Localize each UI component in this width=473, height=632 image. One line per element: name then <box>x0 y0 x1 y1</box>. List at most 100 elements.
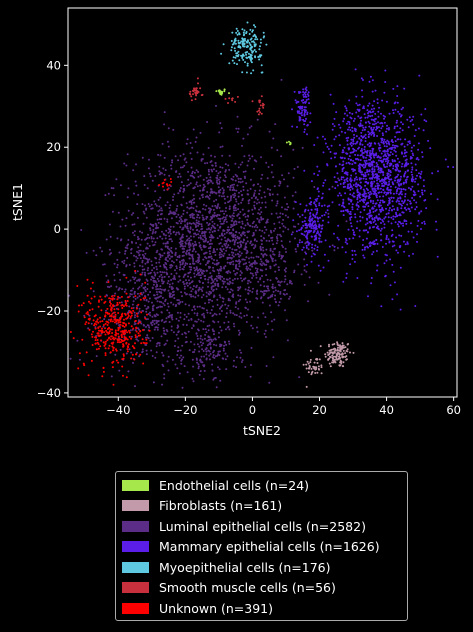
data-point <box>193 312 196 315</box>
data-point <box>165 266 167 269</box>
data-point <box>362 152 365 154</box>
data-point <box>136 292 139 295</box>
data-point <box>148 326 151 329</box>
data-point <box>351 249 354 252</box>
data-point <box>216 298 219 301</box>
data-point <box>173 275 176 277</box>
data-point <box>246 240 249 243</box>
data-point <box>372 147 375 150</box>
data-point <box>358 177 361 180</box>
data-point <box>231 279 234 282</box>
data-point <box>127 311 130 314</box>
data-point <box>194 269 196 272</box>
data-point <box>366 143 369 146</box>
data-point <box>284 260 287 263</box>
data-point <box>303 120 306 123</box>
data-point <box>269 188 272 191</box>
data-point <box>174 251 177 254</box>
data-point <box>90 322 93 325</box>
data-point <box>124 299 127 302</box>
data-point <box>380 152 383 155</box>
data-point <box>310 367 313 370</box>
data-point <box>130 312 133 315</box>
data-point <box>223 243 226 246</box>
data-point <box>396 157 399 160</box>
data-point <box>197 175 200 178</box>
data-point <box>228 228 231 231</box>
data-point <box>414 305 417 307</box>
data-point <box>361 171 363 173</box>
data-point <box>87 313 90 316</box>
data-point <box>281 222 284 225</box>
data-point <box>197 367 200 370</box>
data-point <box>385 145 388 148</box>
data-point <box>260 296 263 299</box>
data-point <box>149 339 152 342</box>
data-point <box>147 337 150 340</box>
data-point <box>232 269 235 272</box>
data-point <box>381 122 384 125</box>
data-point <box>250 197 253 199</box>
data-point <box>234 194 237 197</box>
data-point <box>259 41 262 44</box>
data-point <box>181 247 184 250</box>
data-point <box>245 53 248 56</box>
data-point <box>349 129 352 131</box>
data-point <box>93 315 96 318</box>
data-point <box>289 281 291 284</box>
data-point <box>148 205 151 208</box>
data-point <box>402 182 405 185</box>
data-point <box>248 289 251 292</box>
data-point <box>364 121 367 124</box>
data-point <box>266 323 269 326</box>
data-point <box>235 52 238 55</box>
data-point <box>259 206 262 209</box>
data-point <box>398 214 401 217</box>
data-point <box>210 282 213 285</box>
data-point <box>414 177 417 180</box>
data-point <box>112 187 115 190</box>
data-point <box>410 146 413 149</box>
data-point <box>386 165 388 168</box>
data-point <box>167 127 170 130</box>
data-point <box>414 163 417 166</box>
data-point <box>305 95 308 98</box>
data-point <box>158 275 161 278</box>
data-point <box>403 250 406 253</box>
data-point <box>331 356 334 359</box>
data-point <box>144 336 147 339</box>
data-point <box>341 151 344 154</box>
data-point <box>204 256 207 259</box>
data-point <box>264 253 267 256</box>
data-point <box>247 279 250 282</box>
data-point <box>191 327 193 330</box>
data-point <box>147 267 150 269</box>
data-point <box>189 243 192 246</box>
data-point <box>139 298 142 301</box>
data-point <box>355 176 358 179</box>
data-point <box>256 217 259 220</box>
data-point <box>158 165 161 168</box>
data-point <box>163 289 166 292</box>
data-point <box>166 240 169 243</box>
data-point <box>390 196 393 199</box>
data-point <box>145 325 147 328</box>
data-point <box>276 200 279 203</box>
data-point <box>400 165 403 168</box>
data-point <box>260 218 263 221</box>
data-point <box>378 178 380 180</box>
data-point <box>117 326 120 329</box>
data-point <box>191 170 194 173</box>
data-point <box>344 192 347 195</box>
data-point <box>91 281 94 284</box>
data-point <box>265 220 268 223</box>
data-point <box>246 133 249 136</box>
data-point <box>404 151 406 154</box>
data-point <box>383 217 386 220</box>
data-point <box>353 117 356 120</box>
data-point <box>376 242 379 245</box>
data-point <box>417 148 420 151</box>
data-point <box>151 301 153 304</box>
data-point <box>117 295 119 298</box>
data-point <box>298 241 301 244</box>
